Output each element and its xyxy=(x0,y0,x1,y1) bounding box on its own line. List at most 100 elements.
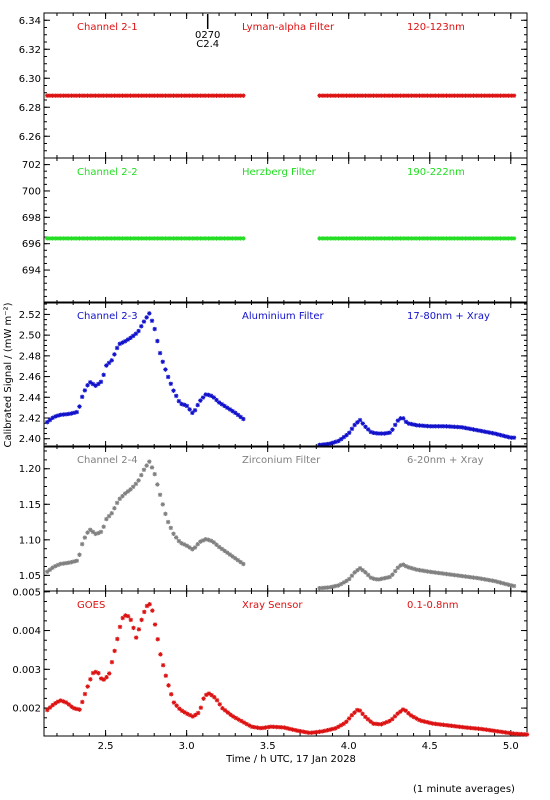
data-point xyxy=(212,695,217,700)
data-point xyxy=(479,428,484,434)
data-point xyxy=(401,236,406,241)
data-point xyxy=(371,93,376,98)
data-point xyxy=(266,724,271,730)
data-point xyxy=(63,560,69,566)
data-point xyxy=(214,542,219,547)
y-tick-label: 1.05 xyxy=(19,571,41,582)
data-point xyxy=(384,236,390,241)
x-tick-label: 3.5 xyxy=(260,741,276,752)
data-point xyxy=(255,725,260,730)
panel-filter-label: Herzberg Filter xyxy=(242,167,317,178)
y-axis-label: Calibrated Signal / (mW m⁻²) xyxy=(3,302,14,447)
data-point xyxy=(449,236,455,241)
data-point xyxy=(66,93,71,98)
data-point xyxy=(384,575,390,580)
data-point xyxy=(208,93,214,98)
data-point xyxy=(498,432,503,438)
panel-frame xyxy=(43,445,528,592)
data-point xyxy=(93,531,98,537)
data-point xyxy=(344,719,349,724)
data-point xyxy=(447,424,452,429)
data-point xyxy=(149,465,155,470)
data-point xyxy=(344,432,349,438)
data-point xyxy=(430,236,436,241)
data-point xyxy=(85,383,90,388)
data-point xyxy=(365,572,371,578)
data-point xyxy=(195,93,200,98)
data-point xyxy=(463,574,468,579)
data-point xyxy=(82,388,88,393)
data-point xyxy=(214,236,219,241)
data-point xyxy=(336,438,341,444)
data-point xyxy=(79,541,85,547)
data-point xyxy=(398,416,403,421)
data-point xyxy=(360,236,365,241)
data-point xyxy=(69,411,74,416)
data-point xyxy=(106,360,112,366)
data-point xyxy=(325,236,330,241)
data-point xyxy=(88,677,93,682)
data-point xyxy=(403,236,409,241)
data-point xyxy=(328,727,333,732)
data-point xyxy=(69,559,74,565)
data-point xyxy=(176,236,182,241)
data-point xyxy=(441,236,446,241)
data-point xyxy=(379,576,384,581)
data-point xyxy=(206,236,211,241)
data-point xyxy=(474,93,479,98)
data-point xyxy=(225,550,230,555)
data-point xyxy=(460,573,465,579)
data-point xyxy=(50,565,55,570)
data-point xyxy=(125,489,131,494)
panel-channel-label: Channel 2-1 xyxy=(77,22,138,33)
data-point xyxy=(425,720,430,725)
y-tick-label: 2.50 xyxy=(19,331,41,342)
data-point xyxy=(90,529,96,535)
data-point xyxy=(184,236,190,241)
data-point xyxy=(436,570,441,576)
data-point xyxy=(63,700,69,705)
data-point xyxy=(136,627,142,632)
y-tick-label: 0.002 xyxy=(12,704,41,715)
data-point xyxy=(117,93,122,98)
data-point xyxy=(478,726,484,732)
data-point xyxy=(444,571,449,577)
data-point xyxy=(260,725,266,731)
data-point xyxy=(50,236,55,241)
data-point xyxy=(61,412,66,417)
data-point xyxy=(455,236,460,241)
data-point xyxy=(457,424,463,430)
panel-frame xyxy=(43,12,528,159)
data-point xyxy=(374,577,379,582)
data-point xyxy=(330,93,336,98)
panel-filter-label: Xray Sensor xyxy=(242,600,303,611)
data-point xyxy=(235,558,241,563)
data-point xyxy=(349,426,355,432)
data-point xyxy=(141,93,147,98)
data-point xyxy=(112,93,117,98)
data-point xyxy=(438,93,444,98)
data-point xyxy=(314,729,319,735)
data-point xyxy=(376,431,382,436)
data-point xyxy=(317,585,322,591)
data-point xyxy=(468,725,473,731)
data-point xyxy=(409,565,414,571)
data-point xyxy=(328,585,333,590)
data-point xyxy=(55,236,61,241)
data-point xyxy=(147,311,152,316)
data-point xyxy=(474,236,479,241)
data-point xyxy=(449,572,455,577)
data-point xyxy=(142,609,147,615)
data-point xyxy=(414,423,419,428)
data-point xyxy=(71,236,77,241)
data-point xyxy=(112,506,117,511)
data-point xyxy=(425,569,430,574)
data-point xyxy=(352,236,357,241)
data-point xyxy=(490,93,495,98)
data-point xyxy=(471,427,476,432)
data-point xyxy=(85,236,90,241)
data-point xyxy=(425,423,430,429)
data-point xyxy=(357,708,363,713)
data-point xyxy=(414,716,419,721)
y-tick-label: 2.44 xyxy=(19,393,41,404)
